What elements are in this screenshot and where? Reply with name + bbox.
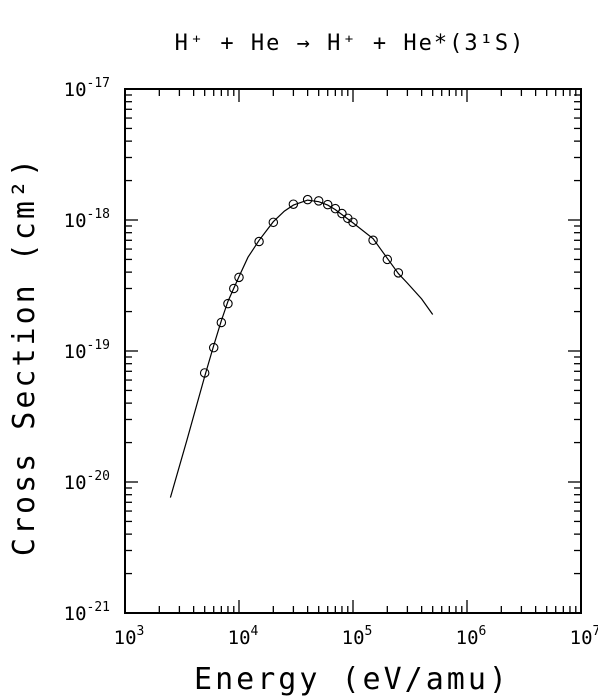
x-tick-label: 106 xyxy=(456,624,487,649)
tick-label-base: 10 xyxy=(64,79,87,101)
tick-label-exponent: -19 xyxy=(87,338,110,353)
tick-label-base: 10 xyxy=(114,627,137,649)
x-tick-label: 105 xyxy=(342,624,373,649)
data-point-marker xyxy=(337,208,347,219)
tick-label-exponent: -18 xyxy=(87,207,110,222)
x-tick-label: 107 xyxy=(570,624,598,649)
tick-label-base: 10 xyxy=(64,603,87,625)
x-tick-label: 103 xyxy=(114,624,145,649)
data-point-marker xyxy=(288,199,299,209)
data-point-marker xyxy=(393,268,404,278)
axes xyxy=(124,88,582,614)
tick-label-exponent: -17 xyxy=(87,76,110,91)
x-tick-labels: 103 104 105 106 107 xyxy=(114,624,598,649)
data-series xyxy=(169,194,434,498)
data-point-marker xyxy=(322,199,333,210)
data-point-marker xyxy=(330,203,341,214)
tick-label-exponent: 6 xyxy=(479,624,487,639)
data-point-marker xyxy=(268,217,279,228)
y-tick-label: 10-20 xyxy=(64,469,110,494)
tick-label-base: 10 xyxy=(64,210,87,232)
tick-label-exponent: 5 xyxy=(365,624,373,639)
data-point-marker xyxy=(199,368,210,378)
tick-label-exponent: 3 xyxy=(137,624,145,639)
tick-label-base: 10 xyxy=(342,627,365,649)
y-tick-label: 10-19 xyxy=(64,338,110,363)
x-tick-label: 104 xyxy=(228,624,259,649)
plot-frame xyxy=(124,88,582,614)
data-point-marker xyxy=(382,254,393,265)
y-tick-label: 10-17 xyxy=(64,76,110,101)
tick-label-base: 10 xyxy=(228,627,251,649)
chart-title: H⁺ + He → H⁺ + He*(3¹S) xyxy=(175,31,526,56)
data-point-marker xyxy=(229,283,239,294)
tick-label-exponent: 7 xyxy=(593,624,598,639)
tick-label-base: 10 xyxy=(456,627,479,649)
tick-marks xyxy=(124,88,582,614)
tick-label-base: 10 xyxy=(570,627,593,649)
tick-label-exponent: -21 xyxy=(87,600,110,615)
data-point-marker xyxy=(313,196,324,206)
data-point-marker xyxy=(234,272,244,283)
y-axis-title: Cross Section (cm²) xyxy=(7,156,42,556)
fit-curve-line xyxy=(169,199,434,498)
tick-label-exponent: 4 xyxy=(251,624,259,639)
y-tick-label: 10-18 xyxy=(64,207,110,232)
data-point-marker xyxy=(223,298,233,309)
data-point-marker xyxy=(216,317,227,328)
data-point-marker xyxy=(348,217,358,228)
x-axis-title: Energy (eV/amu) xyxy=(194,662,510,696)
y-tick-label: 10-21 xyxy=(64,600,110,625)
tick-label-base: 10 xyxy=(64,472,87,494)
tick-label-exponent: -20 xyxy=(87,469,110,484)
data-point-marker xyxy=(302,194,313,205)
tick-label-base: 10 xyxy=(64,341,87,363)
data-point-marker xyxy=(368,235,378,246)
data-point-marker xyxy=(254,236,264,247)
data-point-marker xyxy=(208,342,219,353)
